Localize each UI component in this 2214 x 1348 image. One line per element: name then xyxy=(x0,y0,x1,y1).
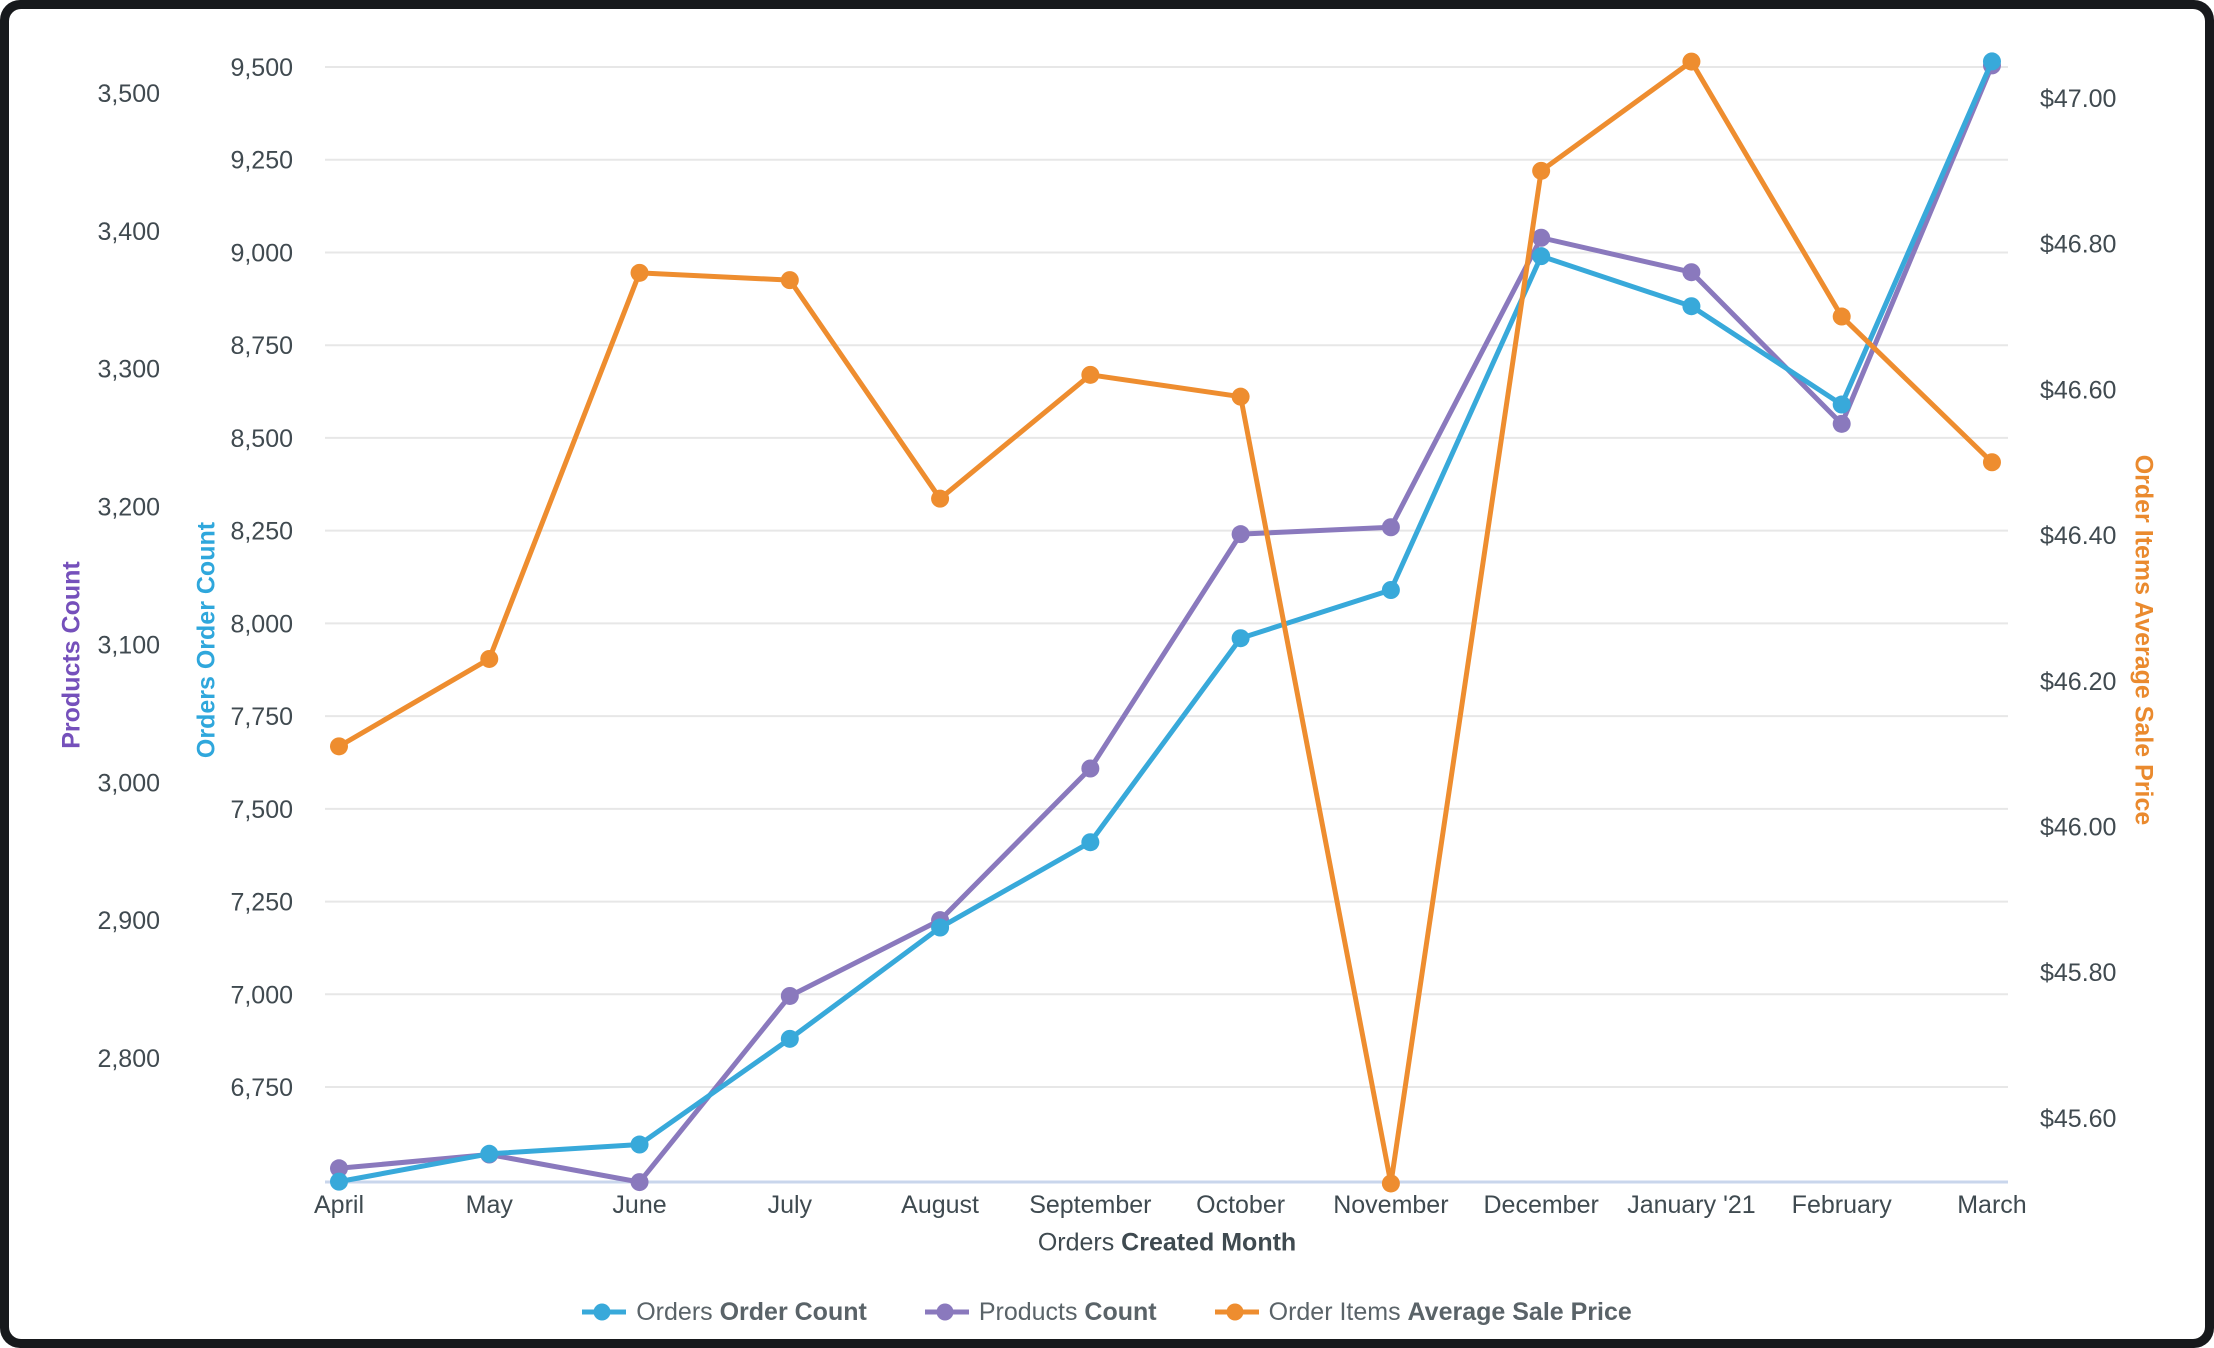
orders-tick-label: 7,500 xyxy=(230,796,293,824)
month-label: February xyxy=(1792,1191,1893,1219)
orders-tick-label: 9,000 xyxy=(230,239,293,267)
price-tick-label: $46.40 xyxy=(2040,522,2116,550)
legend-item-products-count[interactable]: Products Count xyxy=(924,1297,1157,1327)
data-point-order-items-average-sale-price-march[interactable] xyxy=(1982,453,2001,472)
orders-tick-label: 6,750 xyxy=(230,1074,293,1102)
products-tick-label: 3,400 xyxy=(97,218,160,246)
products-axis-title: Products Count xyxy=(57,561,86,749)
data-point-products-count-july[interactable] xyxy=(780,986,799,1005)
data-point-order-items-average-sale-price-january-21[interactable] xyxy=(1682,52,1701,71)
price-axis-title: Order Items Average Sale Price xyxy=(2129,454,2158,826)
products-tick-label: 3,300 xyxy=(97,356,160,384)
data-point-orders-order-count-september[interactable] xyxy=(1081,833,1100,852)
data-point-orders-order-count-may[interactable] xyxy=(480,1144,499,1163)
month-label: May xyxy=(466,1191,514,1219)
data-point-products-count-january-21[interactable] xyxy=(1682,263,1701,282)
price-tick-label: $46.80 xyxy=(2040,231,2116,259)
data-point-orders-order-count-june[interactable] xyxy=(630,1135,649,1154)
data-point-orders-order-count-january-21[interactable] xyxy=(1682,297,1701,316)
legend-marker-icon xyxy=(1214,1303,1259,1321)
legend-item-order-items-average-sale-price[interactable]: Order Items Average Sale Price xyxy=(1214,1297,1632,1327)
month-label: January '21 xyxy=(1627,1191,1755,1219)
x-axis-title-regular: Orders xyxy=(1037,1228,1115,1257)
data-point-products-count-june[interactable] xyxy=(630,1173,649,1192)
price-tick-label: $47.00 xyxy=(2040,85,2116,113)
price-tick-label: $45.60 xyxy=(2040,1105,2116,1133)
orders-axis-title: Orders Order Count xyxy=(192,521,221,759)
data-point-order-items-average-sale-price-february[interactable] xyxy=(1832,307,1851,326)
month-label: August xyxy=(901,1191,979,1219)
data-point-order-items-average-sale-price-october[interactable] xyxy=(1231,387,1250,406)
data-point-order-items-average-sale-price-april[interactable] xyxy=(330,737,348,756)
products-tick-label: 3,500 xyxy=(97,80,160,108)
series-line-orders-order-count xyxy=(336,58,1995,1185)
data-point-orders-order-count-february[interactable] xyxy=(1832,395,1851,414)
legend: Orders Order Count Products Count Order It… xyxy=(0,1292,2214,1332)
chart-card xyxy=(9,9,2205,1339)
data-point-orders-order-count-august[interactable] xyxy=(931,918,950,937)
data-point-orders-order-count-july[interactable] xyxy=(780,1029,799,1048)
month-label: July xyxy=(768,1191,813,1219)
orders-tick-label: 8,250 xyxy=(230,518,293,546)
products-tick-label: 3,200 xyxy=(97,494,160,522)
orders-tick-label: 8,000 xyxy=(230,610,293,638)
x-axis-title: Orders Created Month xyxy=(1038,1229,1296,1258)
price-tick-label: $46.20 xyxy=(2040,668,2116,696)
products-tick-label: 2,800 xyxy=(97,1045,160,1073)
legend-item-orders-order-count[interactable]: Orders Order Count xyxy=(582,1298,867,1327)
price-tick-label: $45.80 xyxy=(2040,959,2116,987)
products-tick-label: 3,100 xyxy=(97,631,160,659)
legend-marker-icon xyxy=(582,1303,627,1321)
legend-label: Orders Order Count xyxy=(636,1297,867,1326)
data-point-orders-order-count-october[interactable] xyxy=(1231,629,1250,648)
month-label: March xyxy=(1957,1191,2026,1219)
data-point-products-count-october[interactable] xyxy=(1231,525,1250,544)
month-label: September xyxy=(1029,1191,1151,1219)
orders-tick-label: 8,750 xyxy=(230,332,293,360)
data-point-order-items-average-sale-price-september[interactable] xyxy=(1081,365,1100,384)
data-point-products-count-november[interactable] xyxy=(1381,518,1400,537)
data-point-products-count-april[interactable] xyxy=(330,1159,348,1178)
month-label: November xyxy=(1333,1191,1448,1219)
data-point-orders-order-count-april[interactable] xyxy=(330,1172,348,1191)
data-point-products-count-september[interactable] xyxy=(1081,759,1100,778)
data-point-order-items-average-sale-price-november[interactable] xyxy=(1381,1174,1400,1193)
products-tick-label: 3,000 xyxy=(97,769,160,797)
orders-tick-label: 9,500 xyxy=(230,54,293,82)
data-point-products-count-february[interactable] xyxy=(1832,414,1851,433)
orders-tick-label: 7,750 xyxy=(230,703,293,731)
price-tick-label: $46.60 xyxy=(2040,376,2116,404)
data-point-orders-order-count-november[interactable] xyxy=(1381,581,1400,600)
price-tick-label: $46.00 xyxy=(2040,814,2116,842)
legend-label: Products Count xyxy=(978,1297,1157,1326)
data-point-order-items-average-sale-price-july[interactable] xyxy=(780,271,799,290)
month-label: June xyxy=(612,1191,666,1219)
orders-tick-label: 8,500 xyxy=(230,425,293,453)
legend-marker-icon xyxy=(924,1303,969,1321)
month-label: December xyxy=(1483,1191,1598,1219)
data-point-order-items-average-sale-price-august[interactable] xyxy=(931,489,950,508)
orders-tick-label: 7,250 xyxy=(230,889,293,917)
data-point-orders-order-count-december[interactable] xyxy=(1532,247,1551,266)
data-point-order-items-average-sale-price-june[interactable] xyxy=(630,263,649,282)
data-point-products-count-december[interactable] xyxy=(1532,228,1551,247)
legend-label: Order Items Average Sale Price xyxy=(1268,1297,1632,1326)
month-label: October xyxy=(1196,1191,1285,1219)
data-point-order-items-average-sale-price-december[interactable] xyxy=(1532,161,1551,180)
series-line-order-items-average-sale-price xyxy=(336,59,1995,1186)
data-point-order-items-average-sale-price-may[interactable] xyxy=(480,649,499,668)
x-axis-title-bold: Created Month xyxy=(1121,1228,1297,1257)
month-label: April xyxy=(314,1191,364,1219)
products-tick-label: 2,900 xyxy=(97,907,160,935)
orders-tick-label: 7,000 xyxy=(230,981,293,1009)
data-point-orders-order-count-march[interactable] xyxy=(1982,52,2001,71)
orders-tick-label: 9,250 xyxy=(230,147,293,175)
series-line-products-count xyxy=(336,62,1995,1185)
